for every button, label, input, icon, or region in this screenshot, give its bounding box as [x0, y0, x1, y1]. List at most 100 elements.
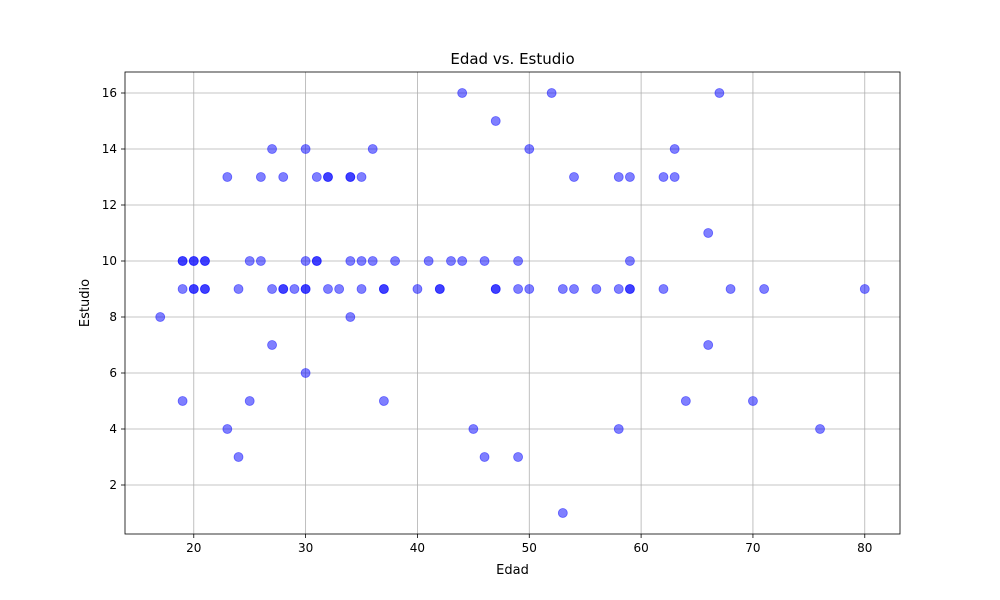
data-point	[625, 172, 635, 182]
data-point	[300, 256, 311, 266]
data-point	[300, 284, 311, 294]
x-axis-label: Edad	[496, 563, 529, 578]
data-point	[233, 284, 244, 294]
data-point	[680, 396, 691, 406]
data-point	[278, 172, 289, 182]
data-point	[244, 396, 255, 406]
data-point	[479, 256, 490, 266]
data-points	[155, 88, 870, 518]
data-point	[222, 172, 233, 182]
data-point	[200, 284, 210, 294]
y-axis-ticks: 2 4 6 8 10 12 14 16	[102, 86, 125, 492]
x-tick-label: 50	[522, 541, 537, 555]
data-point	[289, 284, 300, 294]
data-point	[222, 424, 233, 434]
data-point	[748, 396, 758, 406]
data-point	[703, 228, 714, 238]
data-point	[513, 256, 523, 266]
x-tick-label: 40	[410, 541, 425, 555]
data-point	[378, 396, 389, 406]
data-point	[311, 256, 322, 266]
y-tick-label: 8	[109, 310, 117, 324]
data-point	[356, 256, 367, 266]
data-point	[569, 284, 579, 294]
data-point	[725, 284, 736, 294]
data-point	[524, 284, 535, 294]
y-axis-label: Estudio	[78, 279, 93, 327]
data-point	[188, 256, 199, 266]
y-tick-label: 4	[109, 422, 117, 436]
data-point	[669, 172, 680, 182]
data-point	[367, 144, 378, 154]
data-point	[457, 88, 468, 98]
data-point	[625, 284, 635, 294]
plot-frame	[124, 71, 901, 535]
data-point	[200, 256, 210, 266]
x-tick-label: 80	[857, 541, 872, 555]
data-point	[513, 284, 523, 294]
data-point	[345, 172, 356, 182]
data-point	[658, 172, 669, 182]
data-point	[703, 340, 714, 350]
data-point	[423, 256, 434, 266]
data-point	[300, 144, 311, 154]
y-tick-label: 6	[109, 366, 117, 380]
grid	[125, 72, 900, 534]
data-point	[569, 172, 579, 182]
data-point	[334, 284, 345, 294]
data-point	[513, 452, 523, 462]
data-point	[759, 284, 770, 294]
y-tick-label: 10	[102, 254, 117, 268]
data-point	[345, 256, 356, 266]
data-point	[255, 256, 266, 266]
x-tick-label: 30	[298, 541, 313, 555]
x-tick-label: 60	[633, 541, 648, 555]
data-point	[300, 368, 311, 378]
data-point	[669, 144, 680, 154]
data-point	[311, 172, 322, 182]
data-point	[557, 284, 568, 294]
data-point	[356, 284, 367, 294]
data-point	[658, 284, 669, 294]
data-point	[255, 172, 266, 182]
data-point	[244, 256, 255, 266]
data-point	[625, 256, 635, 266]
data-point	[356, 172, 367, 182]
data-point	[613, 424, 624, 434]
data-point	[434, 284, 445, 294]
data-point	[177, 396, 188, 406]
data-point	[412, 284, 423, 294]
data-point	[490, 284, 501, 294]
x-tick-label: 20	[186, 541, 201, 555]
data-point	[177, 284, 188, 294]
data-point	[613, 172, 624, 182]
data-point	[479, 452, 490, 462]
data-point	[177, 256, 188, 266]
data-point	[524, 144, 535, 154]
data-point	[714, 88, 725, 98]
data-point	[323, 172, 333, 182]
data-point	[367, 256, 378, 266]
data-point	[613, 284, 624, 294]
data-point	[278, 284, 289, 294]
data-point	[815, 424, 825, 434]
data-point	[188, 284, 199, 294]
data-point	[490, 116, 501, 126]
y-tick-label: 14	[102, 142, 117, 156]
data-point	[446, 256, 456, 266]
data-point	[378, 284, 389, 294]
data-point	[468, 424, 479, 434]
data-point	[546, 88, 557, 98]
data-point	[859, 284, 870, 294]
data-point	[155, 312, 166, 322]
data-point	[233, 452, 244, 462]
data-point	[267, 284, 277, 294]
y-tick-label: 2	[109, 478, 117, 492]
x-tick-label: 70	[745, 541, 760, 555]
data-point	[557, 508, 568, 518]
y-tick-label: 16	[102, 86, 117, 100]
y-tick-label: 12	[102, 198, 117, 212]
data-point	[390, 256, 400, 266]
data-point	[267, 144, 277, 154]
